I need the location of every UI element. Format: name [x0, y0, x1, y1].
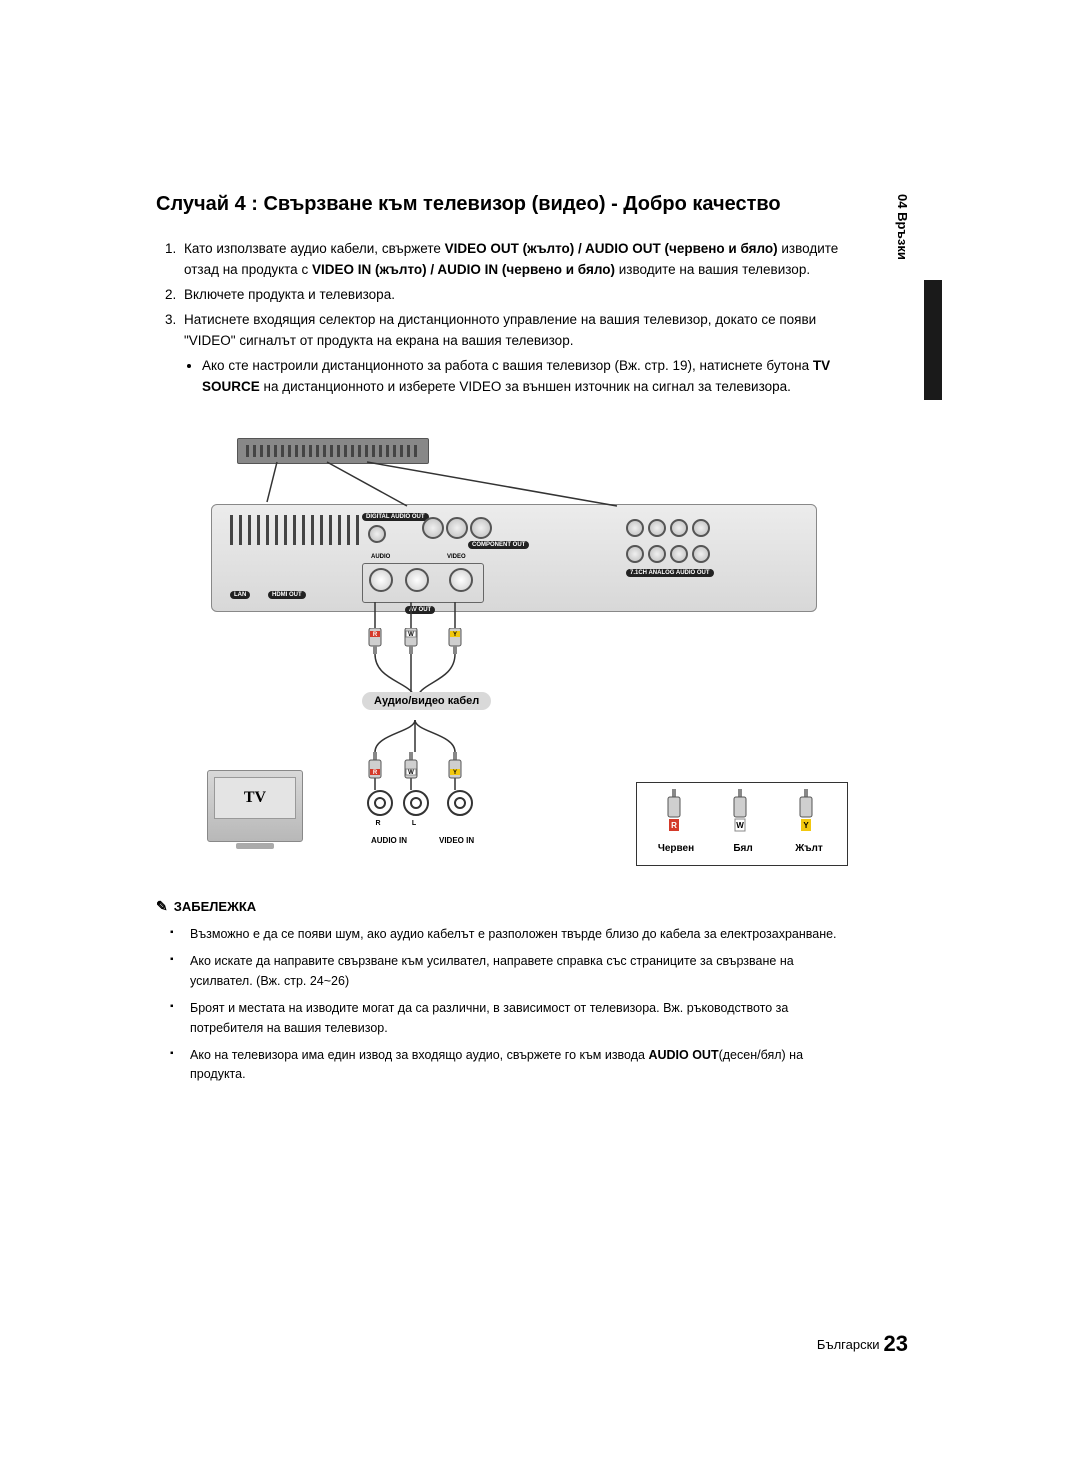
tv-illustration: TV [207, 770, 303, 842]
note-4: Ако на телевизора има един извод за вход… [184, 1046, 856, 1085]
note-heading: ЗАБЕЛЕЖКА [156, 898, 856, 915]
plug-row-top: R W Y [367, 628, 467, 658]
step-2: Включете продукта и телевизора. [180, 285, 856, 306]
svg-text:Y: Y [453, 770, 457, 776]
step-3-bullet: Ако сте настроили дистанционното за рабо… [202, 356, 856, 398]
note-section: ЗАБЕЛЕЖКА Възможно е да се появи шум, ак… [156, 898, 856, 1093]
cable-color-legend: R W Y Червен Бял Жълт [636, 782, 848, 866]
page-title: Случай 4 : Свързване към телевизор (виде… [156, 192, 856, 217]
svg-text:W: W [408, 770, 414, 776]
svg-text:W: W [736, 821, 744, 830]
plug-row-bottom: R W Y [367, 752, 467, 782]
tv-screen-label: TV [214, 777, 296, 819]
page-footer: Български23 [817, 1331, 908, 1357]
label-video-in: VIDEO IN [439, 836, 474, 845]
tv-input-jacks: R L AUDIO IN VIDEO IN [357, 790, 517, 846]
svg-text:R: R [671, 821, 677, 830]
legend-yellow: Жълт [787, 843, 831, 854]
step-3: Натиснете входящия селектор на дистанцио… [180, 310, 856, 398]
instruction-steps: Като използвате аудио кабели, свържете V… [156, 239, 856, 397]
note-3: Броят и местата на изводите могат да са … [184, 999, 856, 1038]
step-1: Като използвате аудио кабели, свържете V… [180, 239, 856, 281]
thumb-index-tab [924, 280, 942, 400]
cable-label: Аудио/видео кабел [362, 692, 491, 710]
svg-text:R: R [373, 632, 378, 638]
svg-text:Y: Y [453, 632, 457, 638]
note-2: Ако искате да направите свързване към ус… [184, 952, 856, 991]
side-tab: 04 Връзки [895, 194, 910, 260]
main-content: Случай 4 : Свързване към телевизор (виде… [156, 192, 856, 401]
legend-white: Бял [723, 843, 763, 854]
svg-text:Y: Y [803, 821, 809, 830]
note-1: Възможно е да се появи шум, ако аудио ка… [184, 925, 856, 944]
svg-text:W: W [408, 632, 414, 638]
svg-text:R: R [373, 770, 378, 776]
label-audio-in: AUDIO IN [371, 836, 407, 845]
legend-red: Червен [653, 843, 699, 854]
